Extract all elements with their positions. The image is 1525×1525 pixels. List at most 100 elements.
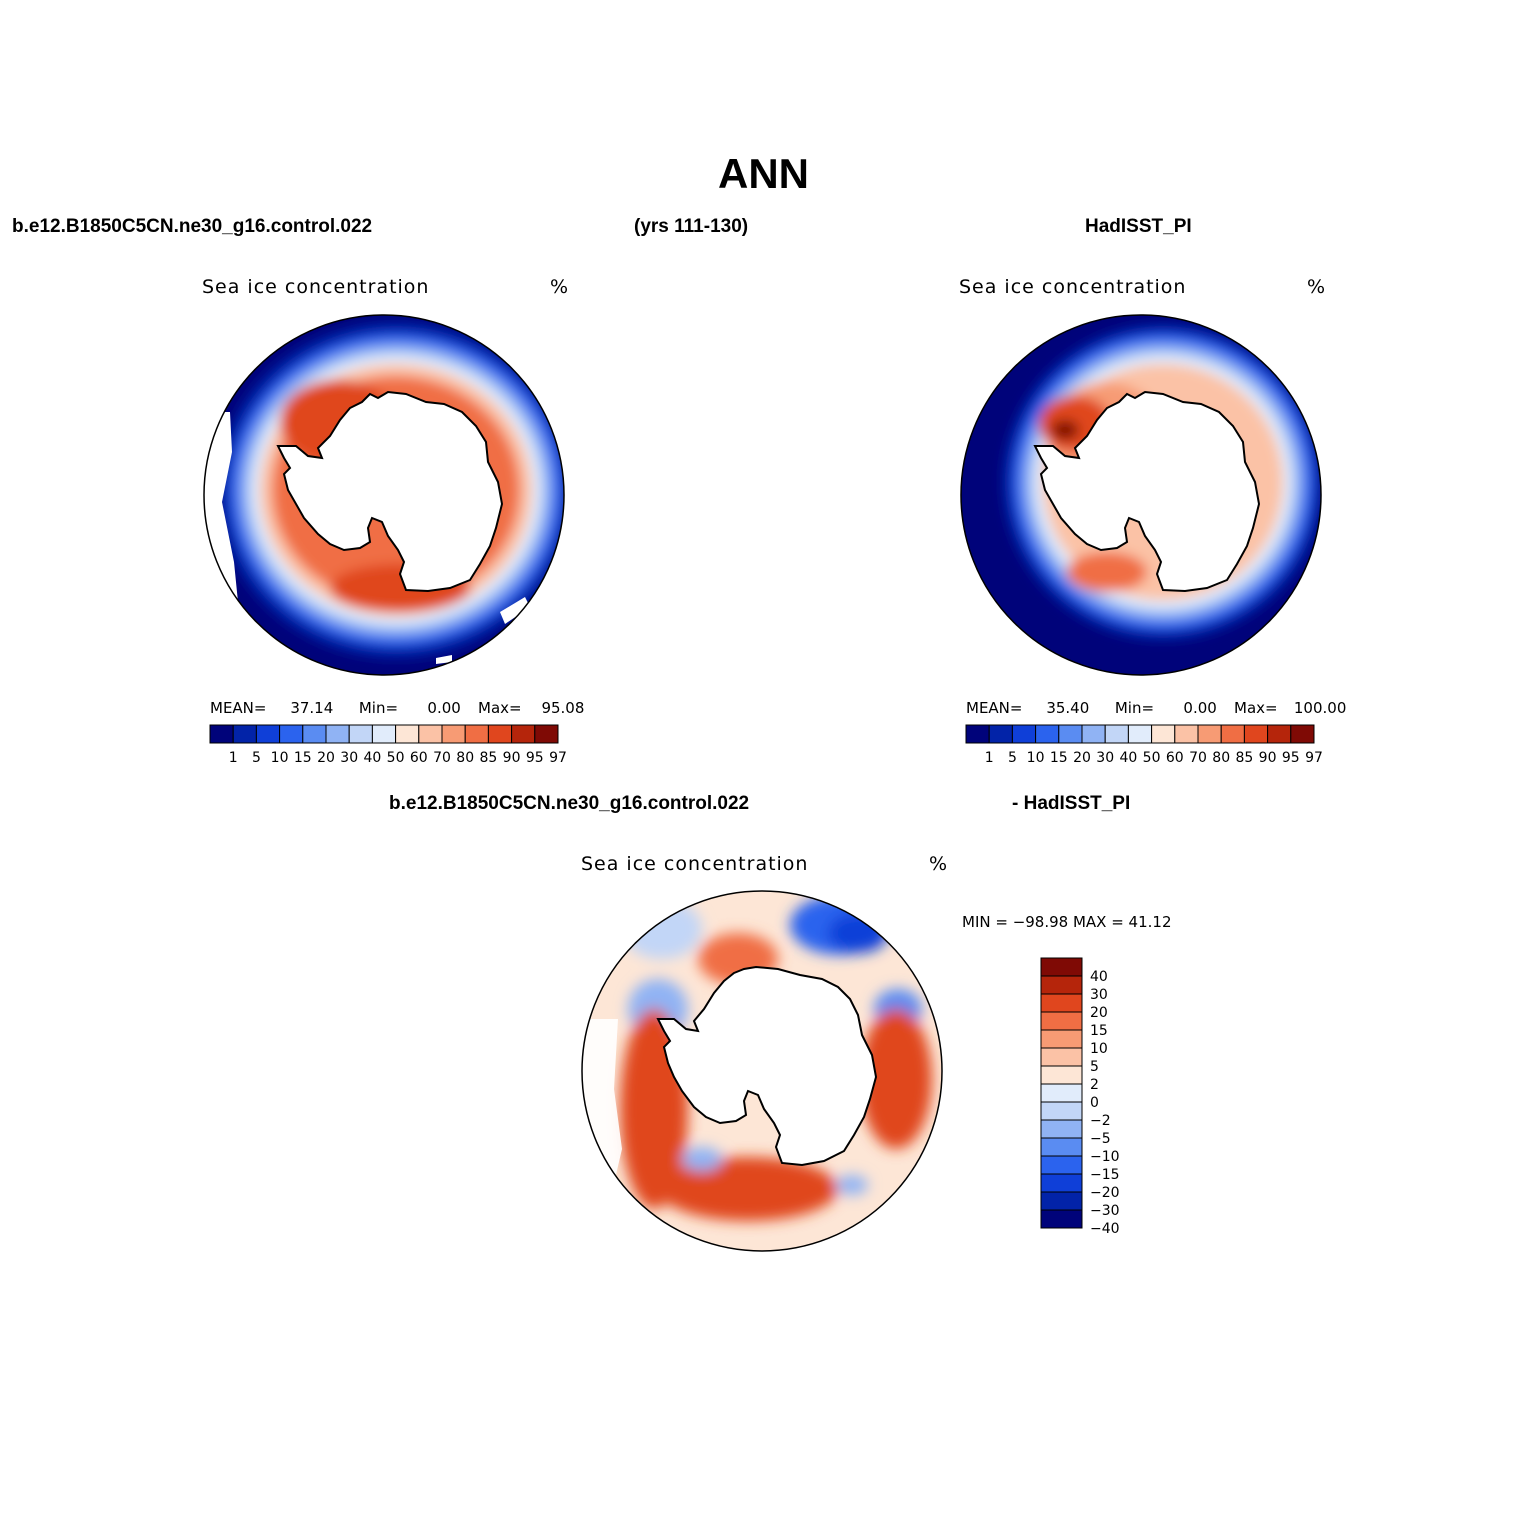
diff-colorbar-swatch — [1040, 1083, 1083, 1103]
diff-colorbar-tick-label: 5 — [1090, 1059, 1099, 1075]
obs-colorbar-swatch — [965, 724, 990, 744]
obs-colorbar-tick-label: 40 — [1119, 750, 1137, 766]
obs-colorbar-swatch — [1035, 724, 1060, 744]
obs-colorbar-swatch — [1104, 724, 1129, 744]
diff-colorbar-swatch — [1040, 1191, 1083, 1211]
diff-minmax: MIN = −98.98 MAX = 41.12 — [962, 913, 1172, 931]
obs-colorbar-swatch — [1290, 724, 1315, 744]
obs-colorbar-swatch — [1220, 724, 1245, 744]
diff-units: % — [929, 853, 949, 875]
diff-colorbar-tick-label: −10 — [1090, 1149, 1120, 1165]
obs-colorbar-tick-label: 80 — [1212, 750, 1230, 766]
diff-colorbar-tick-label: 10 — [1090, 1041, 1108, 1057]
model-colorbar-swatch — [325, 724, 350, 744]
obs-colorbar-tick-label: 97 — [1305, 750, 1323, 766]
obs-colorbar-swatch — [1197, 724, 1222, 744]
diff-colorbar-tick-label: 40 — [1090, 969, 1108, 985]
obs-colorbar-tick-label: 30 — [1096, 750, 1114, 766]
diff-colorbar-tick-label: −2 — [1090, 1113, 1111, 1129]
obs-map — [960, 314, 1322, 676]
obs-colorbar-tick-label: 50 — [1143, 750, 1161, 766]
diff-colorbar-tick-label: −40 — [1090, 1221, 1120, 1237]
model-colorbar-tick-label: 95 — [526, 750, 544, 766]
model-colorbar: 1 5 10 15 20 30 40 50 60 70 80 85 90 95 97 — [209, 724, 567, 766]
diff-map — [581, 890, 943, 1252]
diff-colorbar-swatch — [1040, 1209, 1083, 1229]
diff-colorbar-tick-label: −30 — [1090, 1203, 1120, 1219]
model-colorbar-tick-label: 30 — [340, 750, 358, 766]
years-range: (yrs 111-130) — [634, 216, 749, 237]
model-colorbar-swatch — [348, 724, 373, 744]
model-max-label: Max= — [478, 699, 522, 717]
model-colorbar-swatch — [511, 724, 536, 744]
obs-colorbar-swatch — [1011, 724, 1037, 744]
diff-colorbar-swatch — [1040, 1065, 1083, 1085]
obs-colorbar-tick-label: 20 — [1073, 750, 1091, 766]
model-colorbar-swatch — [371, 724, 397, 744]
obs-colorbar-tick-label: 10 — [1027, 750, 1045, 766]
model-colorbar-swatch — [209, 724, 234, 744]
obs-colorbar-swatch — [1174, 724, 1199, 744]
figure-title: ANN — [718, 150, 809, 197]
diff-colorbar-swatch — [1040, 1029, 1083, 1049]
diff-colorbar-tick-label: 2 — [1090, 1077, 1099, 1093]
case-name: b.e12.B1850C5CN.ne30_g16.control.022 — [12, 216, 373, 237]
obs-colorbar-swatch — [1127, 724, 1153, 744]
obs-min-label: Min= — [1114, 699, 1155, 717]
model-colorbar-tick-label: 10 — [271, 750, 289, 766]
obs-name: HadISST_PI — [1085, 216, 1192, 237]
diff-colorbar-tick-label: −5 — [1090, 1131, 1111, 1147]
model-map — [203, 314, 565, 676]
model-colorbar-swatch — [487, 724, 513, 744]
obs-colorbar-tick-label: 5 — [1008, 750, 1017, 766]
model-min-label: Min= — [358, 699, 399, 717]
obs-units: % — [1307, 276, 1327, 298]
diff-colorbar-tick-label: 0 — [1090, 1095, 1099, 1111]
model-colorbar-swatch — [534, 724, 559, 744]
obs-colorbar-tick-label: 85 — [1235, 750, 1253, 766]
model-colorbar-tick-label: 70 — [433, 750, 451, 766]
diff-colorbar-tick-label: −20 — [1090, 1185, 1120, 1201]
model-colorbar-tick-label: 90 — [503, 750, 521, 766]
model-colorbar-swatch — [395, 724, 420, 744]
obs-mean-label: MEAN= — [966, 699, 1023, 717]
obs-mean-value: 35.40 — [1046, 699, 1090, 717]
model-min-value: 0.00 — [427, 699, 461, 717]
model-colorbar-tick-label: 20 — [317, 750, 335, 766]
diff-colorbar-swatch — [1040, 1137, 1083, 1157]
diff-colorbar-swatch — [1040, 1011, 1083, 1031]
model-colorbar-swatch — [279, 724, 304, 744]
obs-colorbar-swatch — [1081, 724, 1106, 744]
diff-obs-name: - HadISST_PI — [1012, 793, 1131, 814]
diff-colorbar-swatch — [1040, 975, 1083, 995]
diff-colorbar-tick-label: −15 — [1090, 1167, 1120, 1183]
diff-colorbar-swatch — [1040, 1155, 1083, 1175]
model-colorbar-tick-label: 5 — [252, 750, 261, 766]
obs-colorbar-swatch — [988, 724, 1013, 744]
model-colorbar-swatch — [441, 724, 466, 744]
obs-colorbar-swatch — [1151, 724, 1176, 744]
obs-plot-title: Sea ice concentration — [959, 276, 1187, 298]
model-colorbar-swatch — [418, 724, 443, 744]
model-plot-title: Sea ice concentration — [202, 276, 430, 298]
model-units: % — [550, 276, 570, 298]
obs-colorbar-swatch — [1058, 724, 1083, 744]
model-colorbar-swatch — [255, 724, 281, 744]
model-mean-value: 37.14 — [290, 699, 334, 717]
model-colorbar-tick-label: 85 — [479, 750, 497, 766]
diff-colorbar-swatch — [1040, 993, 1083, 1013]
model-colorbar-swatch — [464, 724, 489, 744]
obs-stats: MEAN= 35.40 Min= 0.00 Max= 100.00 — [966, 699, 1346, 717]
model-colorbar-tick-label: 50 — [387, 750, 405, 766]
diff-colorbar-tick-label: 30 — [1090, 987, 1108, 1003]
model-mean-label: MEAN= — [210, 699, 267, 717]
obs-colorbar-swatch — [1267, 724, 1292, 744]
model-stats: MEAN= 37.14 Min= 0.00 Max= 95.08 — [210, 699, 584, 717]
model-colorbar-tick-label: 40 — [363, 750, 381, 766]
obs-colorbar-tick-label: 90 — [1259, 750, 1277, 766]
model-colorbar-tick-label: 60 — [410, 750, 428, 766]
obs-colorbar-tick-label: 95 — [1282, 750, 1300, 766]
model-colorbar-swatch — [302, 724, 327, 744]
obs-colorbar-tick-label: 60 — [1166, 750, 1184, 766]
diff-plot-title: Sea ice concentration — [581, 853, 809, 875]
